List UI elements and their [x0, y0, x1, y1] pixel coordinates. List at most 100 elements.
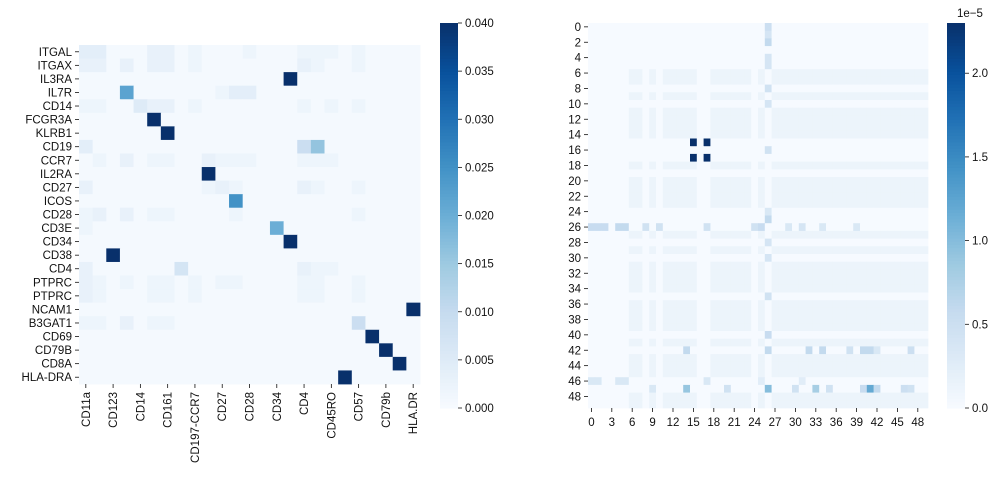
heatmap-cell — [921, 23, 929, 32]
heatmap-cell — [406, 139, 421, 154]
heatmap-cell — [635, 215, 643, 224]
heatmap-cell — [812, 46, 820, 55]
heatmap-cell — [690, 138, 698, 147]
heatmap-cell — [201, 248, 216, 263]
heatmap-cell — [758, 261, 766, 270]
heatmap-cell — [846, 61, 854, 70]
heatmap-cell — [269, 112, 284, 127]
heatmap-cell — [826, 361, 834, 370]
heatmap-cell — [751, 184, 759, 193]
row-label: CD28 — [43, 210, 72, 222]
heatmap-cell — [601, 123, 609, 132]
heatmap-cell — [392, 343, 407, 358]
heatmap-cell — [119, 302, 134, 317]
heatmap-cell — [798, 61, 806, 70]
heatmap-cell — [894, 30, 902, 39]
heatmap-cell — [324, 329, 339, 344]
colorbar-segment — [947, 270, 965, 274]
heatmap-cell — [406, 289, 421, 304]
heatmap-cell — [392, 234, 407, 249]
heatmap-cell — [853, 207, 861, 216]
heatmap-cell — [785, 361, 793, 370]
heatmap-cell — [900, 84, 908, 93]
heatmap-cell — [628, 153, 636, 162]
colorbar-segment — [947, 241, 965, 245]
heatmap-cell — [751, 384, 759, 393]
heatmap-cell — [601, 238, 609, 247]
heatmap-cell — [92, 234, 107, 249]
heatmap-cell — [642, 153, 650, 162]
colorbar-segment — [440, 343, 458, 348]
heatmap-cell — [758, 315, 766, 324]
heatmap-cell — [921, 69, 929, 78]
heatmap-cell — [880, 369, 888, 378]
heatmap-cell — [92, 194, 107, 209]
heatmap-cell — [894, 215, 902, 224]
heatmap-cell — [133, 302, 148, 317]
heatmap-cell — [921, 338, 929, 347]
heatmap-cell — [832, 107, 840, 116]
heatmap-cell — [283, 139, 298, 154]
heatmap-cell — [608, 292, 616, 301]
heatmap-cell — [771, 115, 779, 124]
heatmap-cell — [805, 207, 813, 216]
heatmap-cell — [880, 338, 888, 347]
heatmap-cell — [921, 92, 929, 101]
heatmap-cell — [594, 284, 602, 293]
heatmap-cell — [669, 53, 677, 62]
heatmap-cell — [724, 331, 732, 340]
heatmap-cell — [764, 223, 772, 232]
heatmap-cell — [310, 99, 325, 114]
colorbar-segment — [947, 401, 965, 406]
heatmap-cell — [785, 269, 793, 278]
heatmap-cell — [256, 180, 271, 195]
heatmap-cell — [662, 292, 670, 301]
heatmap-cell — [724, 23, 732, 32]
heatmap-cell — [324, 221, 339, 236]
heatmap-cell — [798, 338, 806, 347]
heatmap-cell — [669, 61, 677, 70]
heatmap-cell — [229, 248, 244, 263]
heatmap-cell — [710, 23, 718, 32]
heatmap-cell — [676, 215, 684, 224]
heatmap-cell — [608, 300, 616, 309]
heatmap-cell — [744, 223, 752, 232]
heatmap-cell — [324, 58, 339, 73]
heatmap-cell — [690, 269, 698, 278]
heatmap-cell — [703, 354, 711, 363]
heatmap-cell — [676, 130, 684, 139]
heatmap-cell — [608, 346, 616, 355]
heatmap-cell — [778, 169, 786, 178]
heatmap-cell — [710, 392, 718, 401]
heatmap-cell — [160, 329, 175, 344]
heatmap-cell — [812, 384, 820, 393]
heatmap-cell — [792, 223, 800, 232]
heatmap-cell — [846, 392, 854, 401]
heatmap-cell — [690, 146, 698, 155]
heatmap-cell — [812, 284, 820, 293]
heatmap-cell — [860, 346, 868, 355]
colorbar-segment — [440, 55, 458, 59]
heatmap-cell — [839, 184, 847, 193]
colorbar-segment — [947, 119, 965, 124]
heatmap-cell — [338, 370, 353, 385]
heatmap-cell — [792, 377, 800, 386]
colorbar-segment — [947, 23, 965, 27]
heatmap-cell — [703, 207, 711, 216]
heatmap-cell — [256, 153, 271, 168]
heatmap-cell — [594, 361, 602, 370]
heatmap-cell — [201, 45, 216, 59]
heatmap-cell — [649, 361, 657, 370]
heatmap-cell — [907, 238, 915, 247]
heatmap-cell — [894, 292, 902, 301]
heatmap-cell — [785, 138, 793, 147]
heatmap-cell — [805, 115, 813, 124]
heatmap-cell — [846, 323, 854, 332]
heatmap-cell — [805, 215, 813, 224]
heatmap-cell — [860, 207, 868, 216]
heatmap-cell — [594, 207, 602, 216]
heatmap-cell — [846, 107, 854, 116]
heatmap-cell — [635, 169, 643, 178]
heatmap-cell — [588, 153, 596, 162]
heatmap-cell — [724, 400, 732, 409]
